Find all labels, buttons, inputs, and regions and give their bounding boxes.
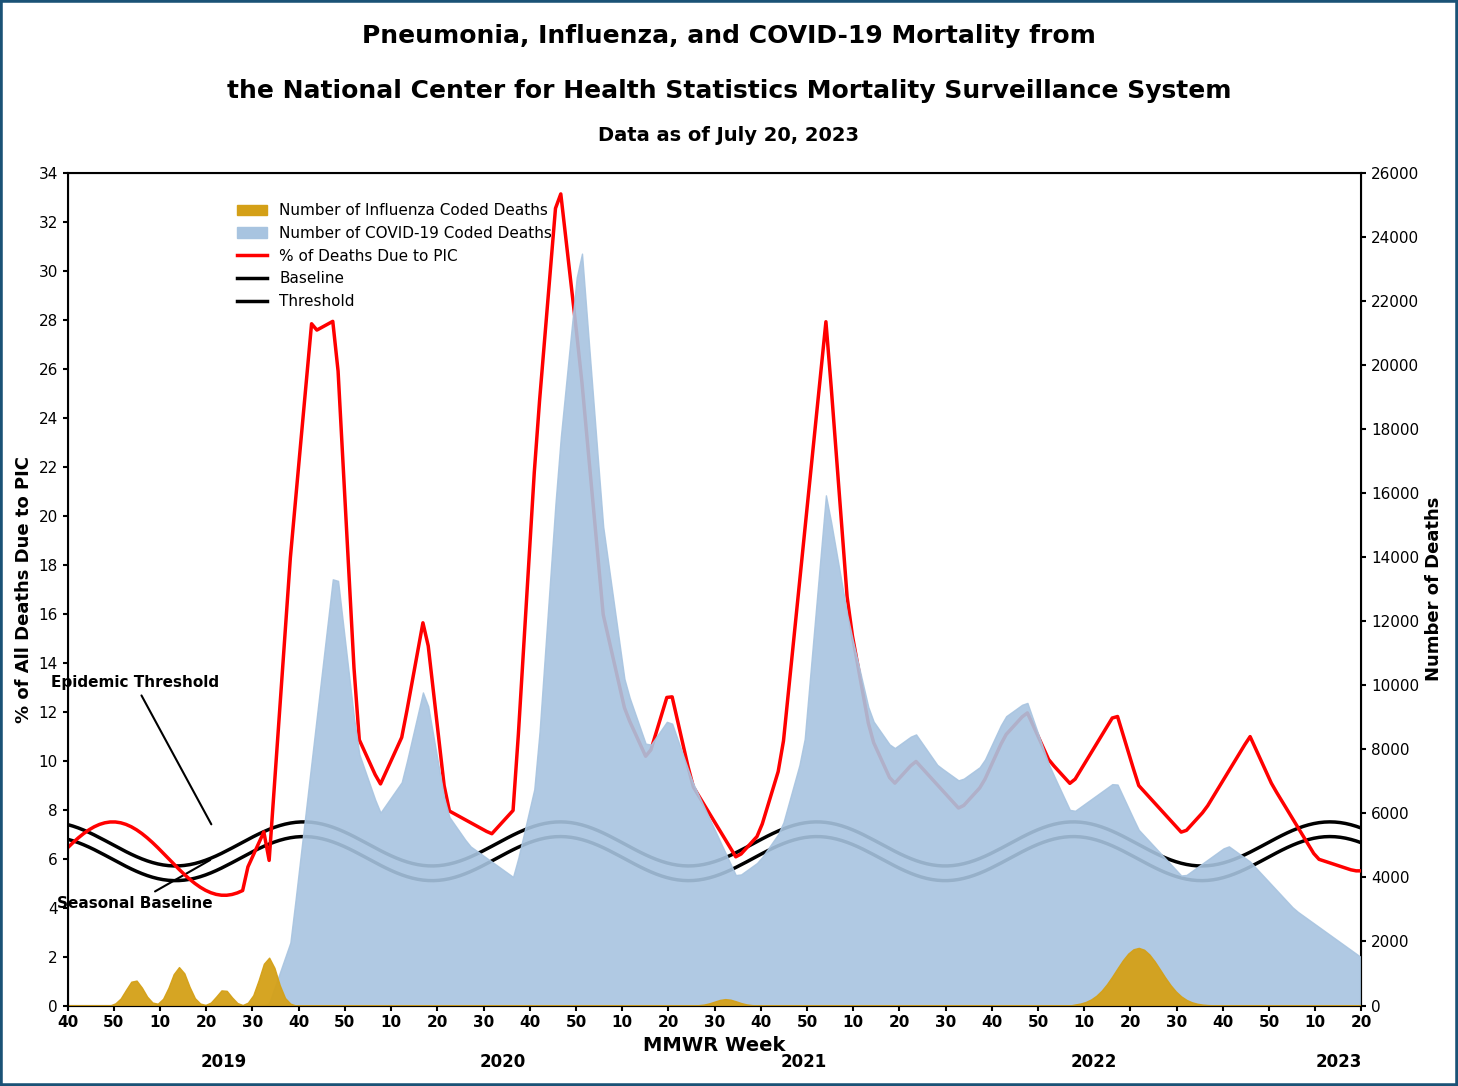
Text: Seasonal Baseline: Seasonal Baseline: [57, 860, 213, 910]
Text: 2020: 2020: [480, 1052, 526, 1071]
Text: 2023: 2023: [1317, 1052, 1362, 1071]
Text: the National Center for Health Statistics Mortality Surveillance System: the National Center for Health Statistic…: [227, 79, 1231, 103]
Text: 2021: 2021: [780, 1052, 827, 1071]
Y-axis label: Number of Deaths: Number of Deaths: [1424, 497, 1443, 681]
Text: 2019: 2019: [201, 1052, 246, 1071]
Text: Data as of July 20, 2023: Data as of July 20, 2023: [598, 126, 860, 146]
X-axis label: MMWR Week: MMWR Week: [643, 1036, 786, 1055]
Legend: Number of Influenza Coded Deaths, Number of COVID-19 Coded Deaths, % of Deaths D: Number of Influenza Coded Deaths, Number…: [230, 198, 558, 315]
Text: Epidemic Threshold: Epidemic Threshold: [51, 675, 219, 824]
Text: 2022: 2022: [1070, 1052, 1117, 1071]
Text: Pneumonia, Influenza, and COVID-19 Mortality from: Pneumonia, Influenza, and COVID-19 Morta…: [362, 25, 1096, 49]
Y-axis label: % of All Deaths Due to PIC: % of All Deaths Due to PIC: [15, 456, 34, 723]
